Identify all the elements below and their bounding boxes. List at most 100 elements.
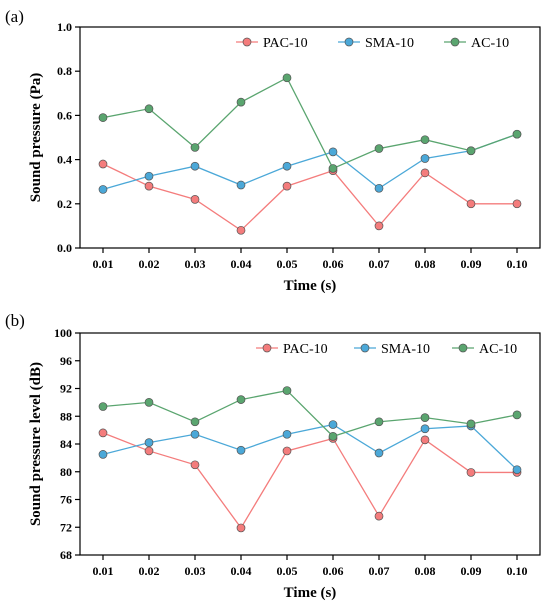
x-tick-label: 0.02 (139, 564, 160, 578)
legend-label-pac-10: PAC-10 (263, 36, 308, 51)
y-tick-label: 96 (60, 354, 72, 368)
panel-label: (b) (5, 311, 25, 330)
y-tick-label: 0.6 (57, 108, 72, 122)
data-point-ac-10 (466, 419, 476, 429)
legend-marker-ac-10 (450, 37, 460, 47)
series-line-sma-10 (102, 133, 518, 191)
x-tick-label: 0.09 (461, 564, 482, 578)
y-tick-label: 92 (60, 382, 72, 396)
data-point-sma-10 (328, 420, 338, 429)
data-point-ac-10 (466, 146, 476, 156)
data-point-pac-10 (282, 446, 292, 456)
x-axis-title: Time (s) (284, 585, 337, 601)
legend-label-ac-10: AC-10 (479, 342, 517, 357)
data-point-sma-10 (328, 147, 338, 157)
x-axis-title: Time (s) (284, 278, 337, 294)
y-tick-label: 0.8 (57, 64, 72, 78)
y-tick-label: 1.0 (57, 20, 72, 34)
x-tick-label: 0.01 (93, 564, 114, 578)
x-tick-label: 0.09 (461, 257, 482, 271)
legend-marker-sma-10 (360, 343, 370, 353)
data-point-ac-10 (328, 432, 338, 441)
data-point-pac-10 (98, 428, 108, 438)
x-tick-label: 0.03 (185, 257, 206, 271)
y-tick-label: 0.4 (57, 153, 72, 167)
data-point-sma-10 (374, 448, 384, 458)
legend-marker-ac-10 (458, 343, 468, 353)
panel-label: (a) (5, 7, 24, 26)
x-tick-label: 0.06 (323, 564, 344, 578)
data-point-ac-10 (144, 104, 154, 114)
data-point-ac-10 (190, 143, 200, 152)
legend-label-sma-10: SMA-10 (381, 342, 430, 357)
data-point-ac-10 (512, 129, 522, 139)
data-point-sma-10 (98, 185, 108, 194)
x-tick-label: 0.04 (231, 564, 252, 578)
data-point-pac-10 (374, 221, 384, 231)
data-point-sma-10 (236, 445, 246, 455)
series-line-ac-10 (102, 389, 518, 438)
x-tick-label: 0.06 (323, 257, 344, 271)
y-tick-label: 100 (54, 326, 72, 340)
data-point-sma-10 (374, 183, 384, 193)
data-point-pac-10 (190, 460, 200, 470)
legend-label-pac-10: PAC-10 (283, 342, 328, 357)
data-point-pac-10 (420, 168, 430, 178)
data-point-ac-10 (190, 417, 200, 427)
data-point-sma-10 (282, 161, 292, 171)
legend-label-ac-10: AC-10 (471, 36, 509, 51)
y-tick-label: 76 (60, 493, 72, 507)
data-point-sma-10 (420, 424, 430, 434)
data-point-ac-10 (282, 386, 292, 395)
data-point-ac-10 (98, 402, 108, 411)
data-point-ac-10 (374, 417, 384, 427)
data-point-sma-10 (144, 171, 154, 181)
data-point-pac-10 (466, 468, 476, 477)
data-point-ac-10 (144, 398, 154, 407)
data-point-pac-10 (144, 181, 154, 191)
x-tick-label: 0.01 (93, 257, 114, 271)
data-point-ac-10 (236, 395, 246, 404)
x-tick-label: 0.05 (277, 257, 298, 271)
y-tick-label: 88 (60, 409, 72, 423)
data-point-pac-10 (374, 511, 384, 521)
series-line-sma-10 (102, 423, 518, 471)
data-point-ac-10 (374, 144, 384, 153)
x-tick-label: 0.08 (415, 564, 436, 578)
data-point-pac-10 (282, 181, 292, 191)
legend-marker-sma-10 (344, 37, 354, 47)
plot-frame (79, 26, 541, 249)
data-point-ac-10 (282, 73, 292, 83)
data-point-sma-10 (144, 438, 154, 447)
data-point-pac-10 (236, 225, 246, 235)
data-point-sma-10 (190, 429, 200, 439)
data-point-ac-10 (98, 113, 108, 122)
legend-marker-pac-10 (262, 343, 272, 353)
x-tick-label: 0.10 (507, 257, 528, 271)
data-point-sma-10 (98, 450, 108, 459)
data-point-sma-10 (190, 161, 200, 171)
data-point-ac-10 (420, 413, 430, 422)
x-tick-label: 0.10 (507, 564, 528, 578)
x-tick-label: 0.05 (277, 564, 298, 578)
data-point-ac-10 (512, 410, 522, 420)
y-tick-label: 68 (60, 548, 72, 562)
x-tick-label: 0.07 (369, 564, 390, 578)
y-tick-label: 0.0 (57, 241, 72, 255)
y-tick-label: 0.2 (57, 197, 72, 211)
chart-panel-a: (a) 0.0 0.2 0.4 0.6 0.8 1.0 0.01 0.02 0.03 0.04 0.0… (5, 7, 541, 294)
y-tick-label: 72 (60, 520, 72, 534)
x-tick-label: 0.04 (231, 257, 252, 271)
x-tick-label: 0.03 (185, 564, 206, 578)
data-point-sma-10 (420, 154, 430, 163)
data-point-pac-10 (420, 435, 430, 445)
series-line-ac-10 (102, 76, 518, 170)
legend-marker-pac-10 (242, 37, 252, 47)
data-point-pac-10 (144, 446, 154, 456)
data-point-pac-10 (236, 523, 246, 533)
x-tick-label: 0.02 (139, 257, 160, 271)
data-point-sma-10 (236, 180, 246, 190)
y-tick-label: 80 (60, 465, 72, 479)
series-line-pac-10 (102, 163, 517, 232)
